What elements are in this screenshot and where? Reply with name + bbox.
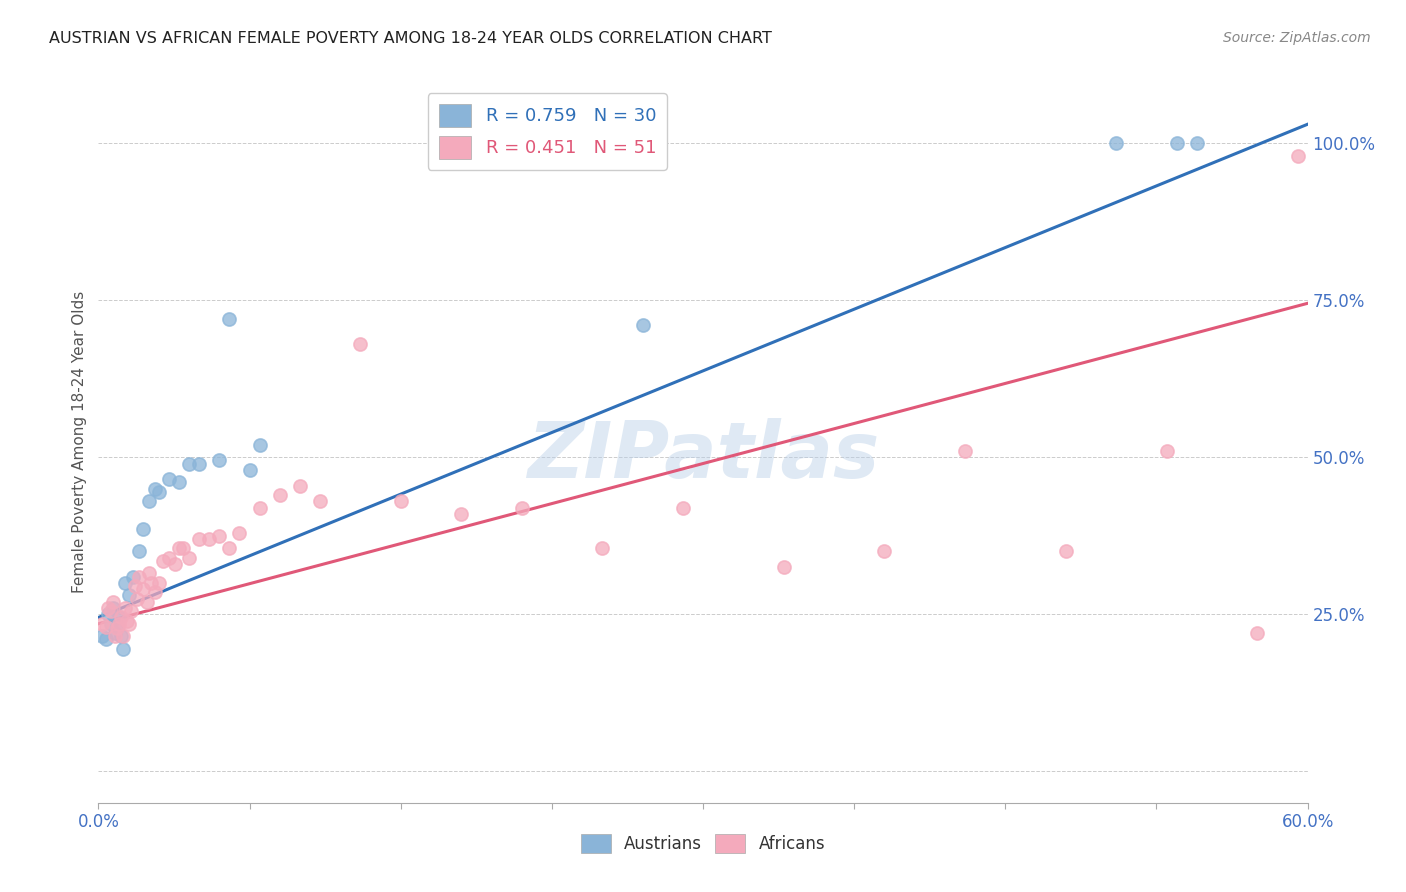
Point	[100, 616, 122, 631]
Point	[450, 507, 472, 521]
Text: Source: ZipAtlas.com: Source: ZipAtlas.com	[1223, 31, 1371, 45]
Point	[118, 616, 141, 631]
Point	[172, 541, 194, 556]
Point	[91, 629, 114, 643]
Point	[105, 620, 128, 634]
Point	[188, 457, 211, 471]
Point	[288, 478, 311, 492]
Point	[198, 532, 221, 546]
Point	[143, 482, 166, 496]
Point	[208, 453, 231, 467]
Point	[239, 463, 262, 477]
Point	[269, 488, 291, 502]
Point	[103, 626, 125, 640]
Point	[1156, 444, 1178, 458]
Point	[152, 554, 174, 568]
Point	[157, 550, 180, 565]
Point	[138, 494, 160, 508]
Point	[148, 575, 170, 590]
Point	[100, 604, 122, 618]
Point	[148, 484, 170, 499]
Point	[179, 550, 201, 565]
Y-axis label: Female Poverty Among 18-24 Year Olds: Female Poverty Among 18-24 Year Olds	[72, 291, 87, 592]
Point	[167, 475, 190, 490]
Point	[249, 500, 271, 515]
Point	[138, 566, 160, 581]
Point	[772, 560, 794, 574]
Point	[101, 595, 124, 609]
Point	[249, 438, 271, 452]
Point	[124, 579, 146, 593]
Point	[218, 541, 240, 556]
Point	[101, 601, 124, 615]
Point	[107, 610, 129, 624]
Point	[91, 616, 114, 631]
Point	[132, 582, 155, 597]
Point	[1105, 136, 1128, 150]
Point	[1054, 544, 1077, 558]
Point	[128, 544, 150, 558]
Point	[114, 575, 136, 590]
Point	[309, 494, 332, 508]
Point	[167, 541, 190, 556]
Point	[97, 607, 120, 622]
Point	[510, 500, 533, 515]
Point	[105, 621, 128, 635]
Point	[218, 312, 240, 326]
Point	[1286, 149, 1309, 163]
Point	[128, 569, 150, 583]
Point	[121, 569, 143, 583]
Point	[179, 457, 201, 471]
Point	[115, 614, 138, 628]
Text: ZIPatlas: ZIPatlas	[527, 418, 879, 494]
Point	[111, 641, 134, 656]
Text: AUSTRIAN VS AFRICAN FEMALE POVERTY AMONG 18-24 YEAR OLDS CORRELATION CHART: AUSTRIAN VS AFRICAN FEMALE POVERTY AMONG…	[49, 31, 772, 46]
Point	[114, 601, 136, 615]
Point	[111, 629, 134, 643]
Point	[143, 585, 166, 599]
Point	[110, 610, 132, 624]
Point	[953, 444, 976, 458]
Point	[389, 494, 412, 508]
Point	[349, 337, 371, 351]
Point	[96, 620, 118, 634]
Point	[1185, 136, 1208, 150]
Point	[107, 616, 129, 631]
Point	[873, 544, 896, 558]
Point	[1166, 136, 1188, 150]
Point	[120, 604, 142, 618]
Point	[103, 629, 125, 643]
Point	[228, 525, 250, 540]
Point	[208, 529, 231, 543]
Point	[125, 591, 148, 606]
Point	[163, 557, 186, 571]
Point	[157, 472, 180, 486]
Point	[591, 541, 613, 556]
Point	[110, 629, 132, 643]
Point	[672, 500, 695, 515]
Legend: Austrians, Africans: Austrians, Africans	[574, 827, 832, 860]
Point	[132, 523, 155, 537]
Point	[631, 318, 654, 333]
Point	[96, 632, 118, 647]
Point	[139, 575, 162, 590]
Point	[118, 589, 141, 603]
Point	[1246, 626, 1268, 640]
Point	[97, 601, 120, 615]
Point	[135, 595, 157, 609]
Point	[188, 532, 211, 546]
